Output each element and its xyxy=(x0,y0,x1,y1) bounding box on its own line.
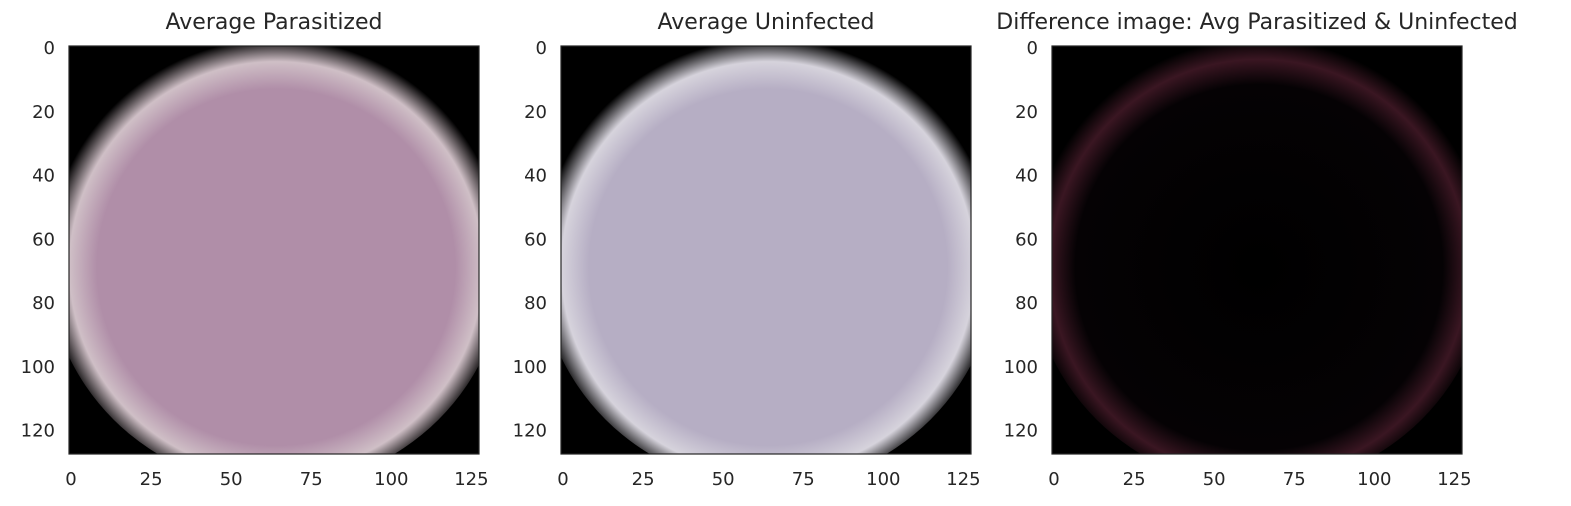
chart-title: Average Uninfected xyxy=(657,10,875,35)
x-tick-label: 25 xyxy=(632,469,655,490)
x-tick-label: 125 xyxy=(946,469,980,490)
x-tick-label: 25 xyxy=(140,469,163,490)
y-tick-label: 40 xyxy=(1015,166,1038,187)
y-tick-label: 80 xyxy=(1015,293,1038,314)
y-tick-label: 0 xyxy=(536,38,547,59)
cell-image xyxy=(69,46,479,454)
image-axes: 0 25 50 75 100 125 0 20 40 60 80 100 120 xyxy=(21,38,489,490)
x-tick-label: 100 xyxy=(1357,469,1391,490)
y-tick-label: 80 xyxy=(32,293,55,314)
y-tick-label: 100 xyxy=(513,357,547,378)
panel-difference-image: Difference image: Avg Parasitized & Unin… xyxy=(983,0,1517,506)
x-tick-label: 125 xyxy=(1437,469,1471,490)
cell-image xyxy=(561,46,971,454)
y-tick-label: 0 xyxy=(1027,38,1038,59)
y-tick-label: 60 xyxy=(32,229,55,250)
chart-title: Difference image: Avg Parasitized & Unin… xyxy=(996,10,1518,35)
y-tick-label: 40 xyxy=(32,166,55,187)
x-tick-label: 0 xyxy=(557,469,568,490)
y-tick-label: 100 xyxy=(1004,357,1038,378)
axes-frame xyxy=(1051,45,1463,455)
y-tick-label: 0 xyxy=(44,38,55,59)
image-axes: 0 25 50 75 100 125 0 20 40 60 80 100 120 xyxy=(513,38,981,490)
x-tick-label: 75 xyxy=(1283,469,1306,490)
panel-average-parasitized: Average Parasitized 0 25 50 75 100 125 0 20 40 60… xyxy=(0,0,500,506)
x-tick-label: 100 xyxy=(866,469,900,490)
y-tick-label: 60 xyxy=(1015,229,1038,250)
x-tick-label: 50 xyxy=(712,469,735,490)
y-tick-label: 20 xyxy=(1015,102,1038,123)
x-tick-label: 0 xyxy=(1048,469,1059,490)
chart-title: Average Parasitized xyxy=(165,10,383,35)
y-tick-label: 100 xyxy=(21,357,55,378)
x-tick-label: 125 xyxy=(454,469,488,490)
y-tick-label: 120 xyxy=(21,421,55,442)
y-tick-label: 40 xyxy=(524,166,547,187)
x-tick-label: 50 xyxy=(1203,469,1226,490)
x-tick-label: 100 xyxy=(374,469,408,490)
axes-frame xyxy=(68,45,480,455)
axes-frame xyxy=(560,45,972,455)
y-tick-label: 120 xyxy=(1004,421,1038,442)
difference-ring xyxy=(1052,46,1462,454)
x-tick-label: 25 xyxy=(1123,469,1146,490)
y-tick-label: 20 xyxy=(524,102,547,123)
x-tick-label: 75 xyxy=(792,469,815,490)
image-axes: 0 25 50 75 100 125 0 20 40 60 80 100 120 xyxy=(1004,38,1472,490)
x-tick-label: 75 xyxy=(300,469,323,490)
y-tick-label: 120 xyxy=(513,421,547,442)
y-tick-label: 80 xyxy=(524,293,547,314)
y-tick-label: 60 xyxy=(524,229,547,250)
y-tick-label: 20 xyxy=(32,102,55,123)
x-tick-label: 0 xyxy=(65,469,76,490)
panel-average-uninfected: Average Uninfected 0 25 50 75 100 125 0 20 40 60 8… xyxy=(492,0,992,506)
x-tick-label: 50 xyxy=(220,469,243,490)
